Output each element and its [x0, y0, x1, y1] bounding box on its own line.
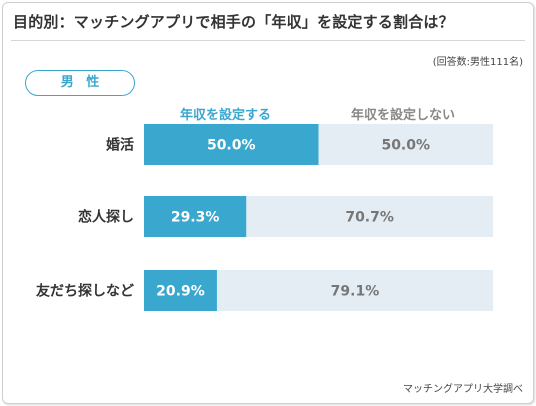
data-label-set: 50.0%: [207, 138, 256, 154]
legend-series-set: 年収を設定する: [180, 108, 272, 123]
category-label: 婚活: [106, 137, 134, 154]
chart-title: 目的別：マッチングアプリで相手の「年収」を設定する割合は？: [13, 13, 454, 31]
group-badge: 男 性: [25, 70, 135, 96]
data-label-set: 29.3%: [171, 210, 220, 226]
bar-set: [144, 270, 217, 311]
respondents-note: (回答数:男性111名): [432, 57, 523, 68]
legend-series-not-set: 年収を設定しない: [351, 108, 456, 123]
data-label-not-set: 50.0%: [381, 138, 430, 154]
source-credit: マッチングアプリ大学調べ: [403, 384, 523, 395]
data-label-set: 20.9%: [156, 284, 205, 300]
data-label-not-set: 70.7%: [345, 210, 394, 226]
bar-not-set: [318, 124, 493, 165]
data-label-not-set: 79.1%: [331, 284, 380, 300]
bar-set: [144, 196, 247, 237]
bar-set: [144, 124, 319, 165]
title-divider: [11, 40, 525, 41]
bar-not-set: [246, 196, 493, 237]
category-label: 友だち探しなど: [36, 283, 134, 300]
bar-not-set: [216, 270, 494, 311]
category-label: 恋人探し: [78, 209, 134, 226]
stacked-bar-chart: 婚活 50.0% 50.0% 恋人探し 29.3% 70.7% 友だち探しなど 20.9% 79…: [36, 124, 494, 311]
